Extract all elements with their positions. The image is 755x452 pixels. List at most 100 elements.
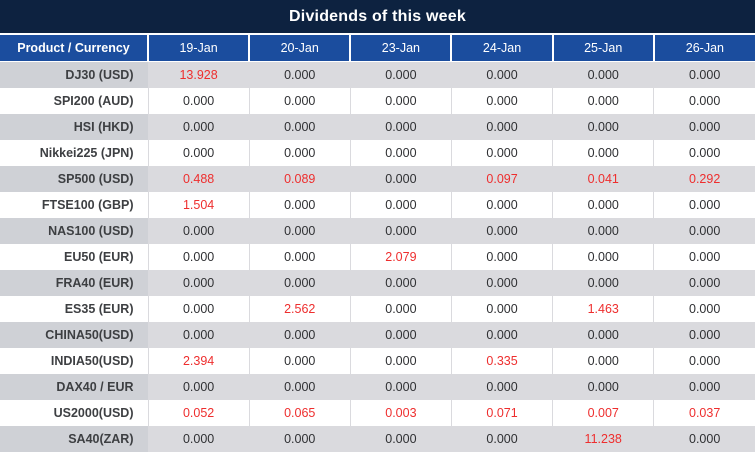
dividend-value-cell: 2.394 (147, 348, 250, 375)
dividend-value-cell: 0.000 (147, 322, 250, 349)
dividend-value-cell: 0.000 (552, 88, 654, 115)
dividend-value-cell: 0.000 (349, 140, 452, 167)
dividend-value-cell: 0.000 (552, 140, 654, 167)
dividend-value-cell: 2.079 (349, 244, 452, 271)
dividend-value-cell: 0.000 (653, 140, 755, 167)
dividend-value-cell: 0.000 (552, 270, 654, 297)
dividend-value-cell: 0.041 (552, 166, 654, 193)
dividend-value-cell: 0.000 (248, 192, 351, 219)
dividend-value-cell: 0.000 (653, 296, 755, 323)
product-cell: SP500 (USD) (0, 166, 148, 193)
dividend-value-cell: 0.000 (248, 244, 351, 271)
dividend-value-cell: 0.000 (349, 192, 452, 219)
dividend-value-cell: 0.000 (552, 374, 654, 401)
dividend-value-cell: 0.000 (653, 192, 755, 219)
table-row: CHINA50(USD) 0.000 0.000 0.000 0.000 0.000 0.0… (0, 322, 755, 349)
product-cell: INDIA50(USD) (0, 348, 148, 375)
dividend-value-cell: 0.000 (349, 296, 452, 323)
dividend-value-cell: 2.562 (248, 296, 351, 323)
column-header-date: 25-Jan (551, 33, 654, 62)
product-cell: HSI (HKD) (0, 114, 148, 141)
product-cell: DJ30 (USD) (0, 61, 148, 89)
dividend-value-cell: 0.000 (147, 374, 250, 401)
product-cell: Nikkei225 (JPN) (0, 140, 148, 167)
dividend-value-cell: 0.000 (349, 114, 452, 141)
dividend-value-cell: 13.928 (147, 61, 250, 89)
table-row: SPI200 (AUD) 0.000 0.000 0.000 0.000 0.000 0.0… (0, 88, 755, 115)
dividend-value-cell: 0.000 (653, 61, 755, 89)
dividend-value-cell: 11.238 (552, 425, 654, 452)
product-cell: FRA40 (EUR) (0, 270, 148, 297)
dividend-value-cell: 0.000 (653, 270, 755, 297)
dividend-value-cell: 0.000 (349, 88, 452, 115)
dividend-value-cell: 0.000 (248, 270, 351, 297)
table-row: NAS100 (USD) 0.000 0.000 0.000 0.000 0.000 0.0… (0, 218, 755, 245)
dividend-value-cell: 0.000 (248, 140, 351, 167)
dividend-value-cell: 0.000 (248, 348, 351, 375)
dividend-value-cell: 0.000 (653, 425, 755, 452)
dividend-value-cell: 0.000 (653, 348, 755, 375)
dividend-value-cell: 0.000 (349, 270, 452, 297)
dividend-value-cell: 0.071 (450, 400, 553, 426)
column-header-date: 24-Jan (450, 33, 553, 62)
column-header-date: 19-Jan (146, 33, 250, 62)
dividends-table: Product / Currency 19-Jan 20-Jan 23-Jan … (0, 33, 755, 452)
dividend-value-cell: 0.000 (349, 166, 452, 193)
dividend-value-cell: 0.000 (248, 374, 351, 401)
table-row: INDIA50(USD) 2.394 0.000 0.000 0.335 0.000 0.0… (0, 348, 755, 375)
dividend-value-cell: 0.000 (349, 348, 452, 375)
column-header-product: Product / Currency (0, 33, 148, 62)
dividend-value-cell: 0.065 (248, 400, 351, 426)
dividend-value-cell: 0.000 (552, 192, 654, 219)
product-cell: ES35 (EUR) (0, 296, 148, 323)
table-body: DJ30 (USD) 13.928 0.000 0.000 0.000 0.000 0.00… (0, 61, 755, 452)
dividend-value-cell: 0.000 (450, 88, 553, 115)
dividend-value-cell: 0.000 (147, 244, 250, 271)
dividend-value-cell: 0.097 (450, 166, 553, 193)
product-cell: CHINA50(USD) (0, 322, 148, 349)
dividend-value-cell: 0.000 (349, 61, 452, 89)
dividend-value-cell: 0.000 (653, 322, 755, 349)
dividend-value-cell: 1.504 (147, 192, 250, 219)
dividend-value-cell: 0.000 (552, 114, 654, 141)
column-header-date: 20-Jan (248, 33, 351, 62)
table-row: HSI (HKD) 0.000 0.000 0.000 0.000 0.000 0.000 (0, 114, 755, 141)
dividend-value-cell: 0.000 (450, 296, 553, 323)
dividend-value-cell: 0.000 (147, 218, 250, 245)
page-title: Dividends of this week (0, 0, 755, 33)
dividend-value-cell: 0.000 (450, 61, 553, 89)
dividend-value-cell: 0.000 (552, 348, 654, 375)
dividend-value-cell: 0.000 (147, 270, 250, 297)
column-header-date: 23-Jan (349, 33, 452, 62)
dividend-value-cell: 0.000 (653, 218, 755, 245)
table-row: FTSE100 (GBP) 1.504 0.000 0.000 0.000 0.000 0.… (0, 192, 755, 219)
dividend-value-cell: 0.000 (147, 114, 250, 141)
table-row: DAX40 / EUR 0.000 0.000 0.000 0.000 0.000 0.00… (0, 374, 755, 401)
product-cell: EU50 (EUR) (0, 244, 148, 271)
dividend-value-cell: 0.000 (450, 192, 553, 219)
dividend-value-cell: 0.003 (349, 400, 452, 426)
dividend-value-cell: 0.000 (450, 140, 553, 167)
dividend-value-cell: 0.000 (653, 244, 755, 271)
dividend-value-cell: 0.000 (552, 322, 654, 349)
dividend-value-cell: 0.000 (653, 114, 755, 141)
table-row: DJ30 (USD) 13.928 0.000 0.000 0.000 0.000 0.00… (0, 61, 755, 89)
table-row: Nikkei225 (JPN) 0.000 0.000 0.000 0.000 0.000… (0, 140, 755, 167)
dividend-value-cell: 0.000 (147, 140, 250, 167)
dividend-value-cell: 0.000 (248, 425, 351, 452)
table-row: FRA40 (EUR) 0.000 0.000 0.000 0.000 0.000 0.00… (0, 270, 755, 297)
dividend-value-cell: 0.000 (349, 218, 452, 245)
dividend-value-cell: 0.000 (248, 322, 351, 349)
dividend-value-cell: 0.052 (147, 400, 250, 426)
dividend-value-cell: 0.089 (248, 166, 351, 193)
dividend-value-cell: 0.488 (147, 166, 250, 193)
dividend-value-cell: 0.000 (450, 218, 553, 245)
dividend-value-cell: 0.000 (248, 88, 351, 115)
dividend-value-cell: 0.000 (248, 114, 351, 141)
dividend-value-cell: 0.292 (653, 166, 755, 193)
dividend-value-cell: 0.007 (552, 400, 654, 426)
dividend-value-cell: 0.000 (552, 61, 654, 89)
dividend-value-cell: 1.463 (552, 296, 654, 323)
dividend-value-cell: 0.000 (450, 114, 553, 141)
